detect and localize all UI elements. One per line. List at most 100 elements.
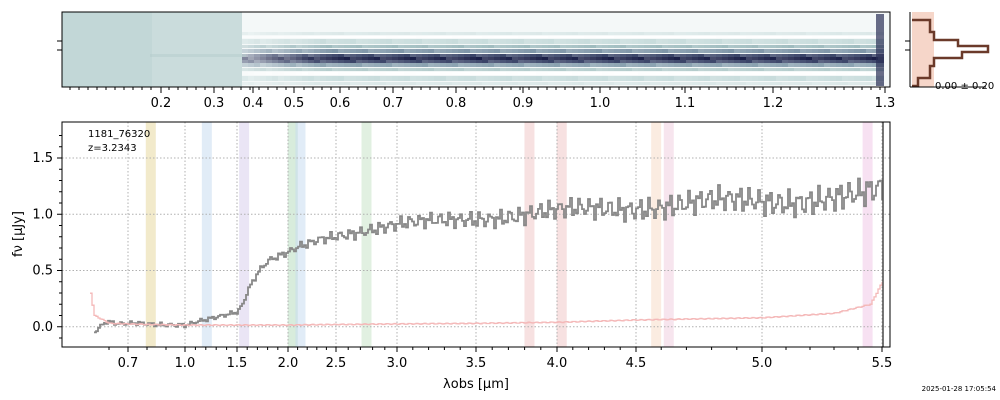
- trace-pixel: [410, 54, 416, 57]
- trace-pixel: [632, 68, 638, 71]
- trace-pixel: [728, 45, 734, 48]
- trace-pixel: [362, 76, 368, 81]
- trace-pixel: [494, 68, 500, 71]
- trace-pixel: [278, 49, 284, 53]
- trace-pixel: [722, 57, 728, 60]
- trace-pixel: [554, 63, 560, 67]
- trace-pixel: [506, 54, 512, 57]
- trace-pixel: [398, 36, 404, 38]
- trace-pixel: [476, 68, 482, 71]
- trace-pixel: [806, 60, 812, 63]
- trace-pixel: [374, 72, 380, 75]
- trace-pixel: [824, 39, 830, 44]
- trace-pixel: [350, 76, 356, 81]
- trace-pixel: [308, 76, 314, 81]
- trace-pixel: [560, 60, 566, 63]
- trace-pixel: [488, 60, 494, 63]
- trace-pixel: [812, 32, 818, 35]
- trace-pixel: [692, 82, 698, 85]
- trace-pixel: [734, 39, 740, 44]
- trace-pixel: [794, 72, 800, 75]
- trace-pixel: [686, 72, 692, 75]
- trace-pixel: [842, 68, 848, 71]
- trace-pixel: [518, 49, 524, 53]
- trace-pixel: [698, 82, 704, 85]
- trace-pixel: [512, 72, 518, 75]
- trace-pixel: [794, 54, 800, 57]
- trace-pixel: [506, 49, 512, 53]
- x-tick-label: 1.0: [175, 356, 196, 371]
- trace-pixel: [662, 60, 668, 63]
- trace-pixel: [530, 60, 536, 63]
- trace-pixel: [512, 54, 518, 57]
- trace-pixel: [590, 49, 596, 53]
- trace-pixel: [740, 32, 746, 35]
- trace-pixel: [692, 45, 698, 48]
- trace-pixel: [644, 72, 650, 75]
- trace-pixel: [216, 54, 222, 57]
- trace-pixel: [842, 63, 848, 67]
- trace-pixel: [338, 36, 344, 38]
- x-tick-label: 1.5: [227, 356, 248, 371]
- trace-pixel: [404, 32, 410, 35]
- trace-pixel: [776, 32, 782, 35]
- x-tick-label: 5.5: [872, 356, 893, 371]
- trace-pixel: [344, 68, 350, 71]
- trace-pixel: [794, 57, 800, 60]
- trace-pixel: [386, 82, 392, 85]
- trace-pixel: [710, 54, 716, 57]
- trace-pixel: [770, 54, 776, 57]
- trace-pixel: [602, 39, 608, 44]
- trace-pixel: [872, 68, 878, 71]
- trace-pixel: [872, 82, 878, 85]
- trace-pixel: [254, 54, 260, 57]
- trace-pixel: [266, 82, 272, 85]
- trace-pixel: [716, 57, 722, 60]
- trace-pixel: [446, 63, 452, 67]
- trace-pixel: [824, 49, 830, 53]
- trace-pixel: [248, 60, 254, 63]
- trace-pixel: [470, 72, 476, 75]
- trace-pixel: [836, 54, 842, 57]
- trace-pixel: [380, 36, 386, 38]
- trace-pixel: [584, 36, 590, 38]
- error-series-line: [90, 282, 883, 327]
- trace-pixel: [572, 54, 578, 57]
- trace-pixel: [614, 36, 620, 38]
- trace-pixel: [818, 63, 824, 67]
- y-axis: 0.0 0.5 1.0 1.5: [32, 135, 62, 339]
- trace-pixel: [242, 39, 248, 44]
- trace-pixel: [746, 68, 752, 71]
- trace-pixel: [254, 45, 260, 48]
- trace-pixel: [752, 45, 758, 48]
- trace-pixel: [776, 60, 782, 63]
- trace-pixel: [572, 49, 578, 53]
- trace-pixel: [542, 54, 548, 57]
- trace-pixel: [764, 39, 770, 44]
- trace-pixel: [800, 36, 806, 38]
- trace-pixel: [428, 32, 434, 35]
- trace-pixel: [698, 36, 704, 38]
- trace-pixel: [674, 49, 680, 53]
- trace-pixel: [174, 54, 180, 57]
- trace-pixel: [272, 60, 278, 63]
- trace-pixel: [836, 57, 842, 60]
- trace-pixel: [626, 72, 632, 75]
- trace-pixel: [872, 72, 878, 75]
- trace-pixel: [818, 45, 824, 48]
- trace-pixel: [482, 36, 488, 38]
- trace-pixel: [794, 82, 800, 85]
- trace-pixel: [284, 39, 290, 44]
- trace-pixel: [410, 57, 416, 60]
- trace-pixel: [668, 54, 674, 57]
- trace-pixel: [572, 57, 578, 60]
- trace-pixel: [458, 68, 464, 71]
- trace-pixel: [530, 76, 536, 81]
- trace-pixel: [422, 49, 428, 53]
- trace-pixel: [662, 32, 668, 35]
- trace-pixel: [506, 63, 512, 67]
- trace-pixel: [524, 45, 530, 48]
- trace-pixel: [680, 63, 686, 67]
- trace-pixel: [242, 68, 248, 71]
- trace-pixel: [320, 54, 326, 57]
